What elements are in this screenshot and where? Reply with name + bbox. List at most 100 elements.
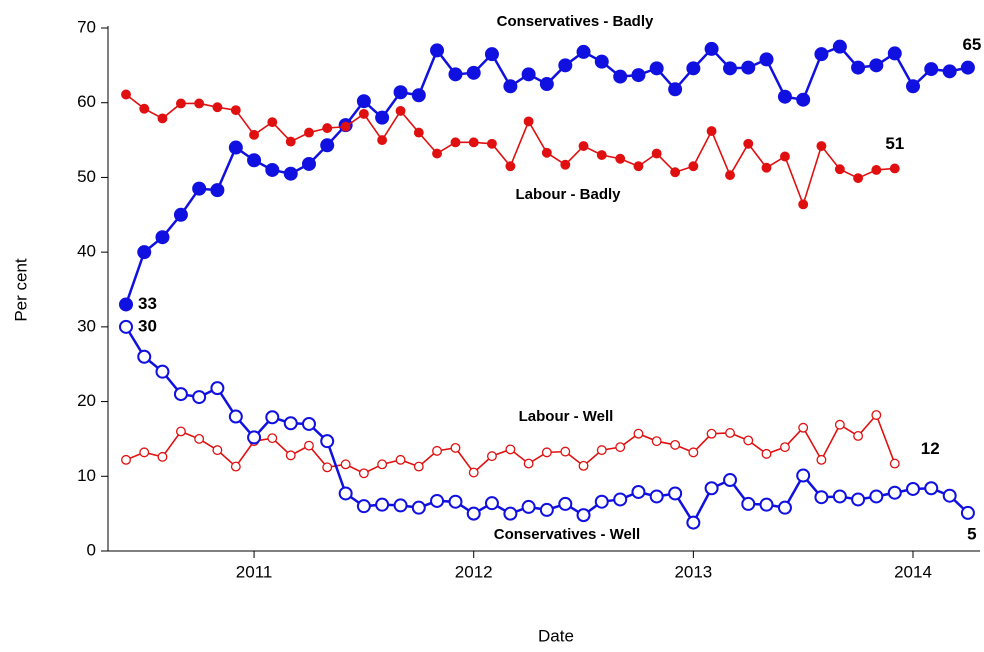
point: [613, 492, 628, 507]
point: [558, 58, 573, 73]
point: [173, 387, 188, 402]
point: [851, 492, 866, 507]
point: [521, 499, 536, 514]
point: [393, 498, 408, 513]
point: [157, 451, 168, 462]
point: [137, 245, 152, 260]
point: [119, 319, 134, 334]
value-label: 51: [885, 134, 904, 153]
point: [796, 92, 811, 107]
point: [212, 445, 223, 456]
point: [741, 496, 756, 511]
point: [119, 297, 134, 312]
point: [340, 121, 351, 132]
x-tick-label: 2012: [455, 562, 493, 581]
point: [432, 148, 442, 159]
point: [155, 230, 170, 245]
point: [780, 151, 790, 162]
point: [448, 67, 463, 82]
point: [942, 64, 957, 79]
point: [649, 489, 664, 504]
point: [338, 486, 353, 501]
point: [596, 445, 607, 456]
point: [725, 428, 735, 438]
point: [137, 349, 152, 364]
point: [448, 494, 463, 509]
point: [869, 58, 884, 73]
point: [816, 454, 827, 465]
y-tick-label: 60: [77, 92, 96, 111]
point: [484, 47, 499, 62]
point: [668, 486, 683, 501]
y-tick-label: 10: [77, 466, 96, 485]
point: [649, 61, 664, 76]
point: [889, 458, 900, 469]
point: [210, 381, 225, 396]
point: [430, 43, 445, 58]
point: [139, 103, 150, 114]
value-label: 33: [138, 294, 157, 313]
point: [777, 500, 792, 515]
point: [906, 481, 921, 496]
point: [249, 129, 260, 140]
point: [960, 505, 975, 520]
point: [377, 135, 388, 146]
point: [230, 105, 241, 116]
point: [413, 461, 424, 472]
point: [192, 181, 207, 196]
point: [576, 44, 591, 59]
y-tick-label: 0: [87, 540, 96, 559]
point: [450, 442, 461, 453]
point: [322, 123, 333, 134]
point: [466, 65, 481, 80]
point: [139, 447, 150, 458]
point: [285, 450, 296, 461]
point: [887, 46, 902, 61]
y-tick-label: 20: [77, 391, 96, 410]
series-label: Conservatives - Well: [494, 526, 640, 543]
point: [688, 447, 699, 458]
point: [283, 416, 298, 431]
point: [796, 468, 811, 483]
y-tick-label: 50: [77, 167, 96, 186]
point: [834, 164, 845, 175]
point: [615, 442, 626, 453]
point: [173, 207, 188, 222]
point: [192, 390, 207, 405]
point: [651, 148, 662, 159]
x-tick-label: 2014: [894, 562, 932, 581]
point: [322, 462, 333, 473]
point: [759, 497, 774, 512]
point: [832, 489, 847, 504]
point: [814, 47, 829, 62]
point: [578, 460, 589, 471]
point: [155, 364, 170, 379]
point: [924, 481, 939, 496]
point: [377, 459, 388, 470]
point: [212, 102, 223, 113]
point: [539, 502, 554, 517]
point: [247, 430, 262, 445]
point: [121, 89, 131, 100]
value-label: 12: [921, 439, 940, 458]
point: [633, 428, 644, 439]
point: [723, 61, 738, 76]
point: [503, 79, 518, 94]
point: [704, 41, 719, 56]
point: [780, 442, 790, 453]
point: [484, 496, 499, 511]
point: [924, 62, 939, 77]
point: [541, 147, 552, 158]
point: [375, 110, 390, 125]
point: [725, 170, 735, 181]
point: [301, 156, 316, 171]
point: [267, 117, 278, 128]
point: [194, 433, 205, 444]
point: [906, 79, 921, 94]
y-axis-label: Per cent: [11, 258, 30, 322]
point: [723, 473, 738, 488]
series-label: Labour - Well: [519, 408, 614, 425]
point: [759, 52, 774, 67]
point: [761, 162, 772, 173]
